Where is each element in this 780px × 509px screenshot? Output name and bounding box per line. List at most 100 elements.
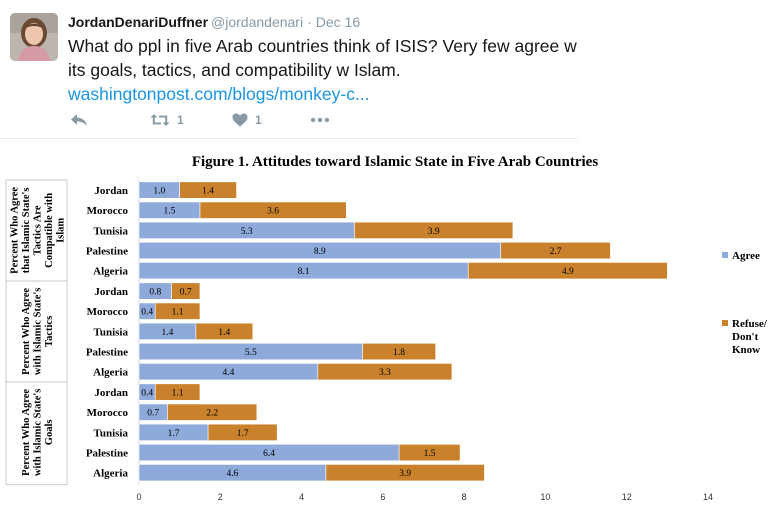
legend-label-1-1: Don't bbox=[732, 331, 759, 343]
category-label-1-jordan: Jordan bbox=[94, 286, 128, 298]
chart-figure: Figure 1. Attitudes toward Islamic State… bbox=[0, 140, 780, 509]
value-label-0-tunisia-refuse: 3.9 bbox=[428, 227, 440, 237]
more-button[interactable] bbox=[310, 110, 330, 130]
category-label-2-tunisia: Tunisia bbox=[94, 427, 129, 439]
tweet-body: What do ppl in five Arab countries think… bbox=[68, 36, 577, 80]
category-label-0-tunisia: Tunisia bbox=[94, 225, 129, 237]
value-label-1-jordan-agree: 0.8 bbox=[149, 288, 161, 298]
bar-2-algeria-refuse bbox=[325, 464, 485, 482]
value-label-1-morocco-agree: 0.4 bbox=[141, 308, 153, 318]
category-label-1-morocco: Morocco bbox=[87, 306, 129, 318]
value-label-2-morocco-agree: 0.7 bbox=[147, 409, 159, 419]
tweet-divider bbox=[0, 138, 578, 139]
like-button[interactable]: 1 bbox=[232, 110, 262, 130]
bar-1-tunisia-refuse bbox=[195, 322, 254, 340]
legend-swatch-1 bbox=[722, 320, 728, 326]
group-label-1-line-2: Tactics bbox=[44, 316, 55, 347]
group-label-0-line-1: that Islamic State's bbox=[21, 188, 32, 274]
bar-0-jordan-refuse bbox=[179, 181, 237, 199]
value-label-1-tunisia-agree: 1.4 bbox=[162, 328, 174, 338]
bar-0-palestine-refuse bbox=[500, 241, 611, 260]
tweet-link[interactable]: washingtonpost.com/blogs/monkey-c... bbox=[68, 84, 370, 104]
bar-1-palestine-refuse bbox=[362, 342, 436, 361]
x-tick-label-2: 2 bbox=[218, 492, 223, 502]
category-label-0-palestine: Palestine bbox=[86, 246, 128, 258]
display-name[interactable]: JordanDenariDuffner bbox=[68, 14, 209, 30]
group-label-0-line-4: Islam bbox=[56, 218, 67, 243]
group-label-1-line-1: with Islamic State's bbox=[33, 288, 44, 376]
category-label-0-jordan: Jordan bbox=[94, 185, 128, 197]
more-dots-icon bbox=[310, 117, 330, 123]
x-tick-label-6: 6 bbox=[380, 492, 385, 502]
value-label-2-tunisia-refuse: 1.7 bbox=[237, 429, 249, 439]
reply-button[interactable] bbox=[70, 110, 88, 130]
x-tick-label-10: 10 bbox=[540, 492, 550, 502]
category-label-0-algeria: Algeria bbox=[93, 266, 128, 278]
value-label-1-palestine-refuse: 1.8 bbox=[393, 348, 405, 358]
value-label-2-algeria-agree: 4.6 bbox=[227, 469, 239, 479]
value-label-0-morocco-agree: 1.5 bbox=[164, 207, 176, 217]
bar-0-algeria-refuse bbox=[467, 262, 668, 280]
heart-icon bbox=[232, 113, 248, 127]
tweet-date[interactable]: Dec 16 bbox=[315, 14, 361, 30]
value-label-2-jordan-agree: 0.4 bbox=[141, 389, 153, 399]
category-label-2-morocco: Morocco bbox=[87, 407, 129, 419]
bar-2-palestine-refuse bbox=[398, 443, 461, 462]
bar-1-jordan-refuse bbox=[171, 282, 201, 300]
value-label-2-algeria-refuse: 3.9 bbox=[399, 469, 411, 479]
avatar[interactable] bbox=[10, 13, 58, 61]
value-label-2-tunisia-agree: 1.7 bbox=[168, 429, 180, 439]
value-label-2-morocco-refuse: 2.2 bbox=[206, 409, 218, 419]
value-label-0-palestine-refuse: 2.7 bbox=[550, 247, 562, 257]
bar-2-tunisia-refuse bbox=[207, 423, 278, 441]
category-label-2-palestine: Palestine bbox=[86, 448, 128, 460]
value-label-0-algeria-agree: 8.1 bbox=[298, 267, 310, 277]
value-label-0-jordan-agree: 1.0 bbox=[153, 187, 165, 197]
value-label-0-tunisia-agree: 5.3 bbox=[241, 227, 253, 237]
x-tick-label-12: 12 bbox=[622, 492, 632, 502]
legend-label-1-0: Refuse/ bbox=[732, 318, 768, 330]
bar-0-tunisia-refuse bbox=[354, 221, 514, 239]
value-label-1-jordan-refuse: 0.7 bbox=[180, 288, 192, 298]
value-label-1-algeria-refuse: 3.3 bbox=[379, 368, 391, 378]
x-tick-label-0: 0 bbox=[136, 492, 141, 502]
handle[interactable]: @jordandenari bbox=[211, 14, 304, 30]
group-label-0-line-3: Compatible with bbox=[44, 193, 55, 268]
group-label-0-line-0: Percent Who Agree bbox=[10, 187, 21, 274]
category-label-2-algeria: Algeria bbox=[93, 468, 128, 480]
category-label-1-palestine: Palestine bbox=[86, 347, 128, 359]
reply-icon bbox=[71, 114, 87, 126]
value-label-1-tunisia-refuse: 1.4 bbox=[218, 328, 230, 338]
group-label-1-line-0: Percent Who Agree bbox=[21, 288, 32, 375]
bar-0-morocco-refuse bbox=[199, 201, 347, 219]
retweet-button[interactable]: 1 bbox=[150, 110, 184, 130]
value-label-2-palestine-refuse: 1.5 bbox=[424, 449, 436, 459]
chart: Figure 1. Attitudes toward Islamic State… bbox=[5, 154, 768, 502]
value-label-0-jordan-refuse: 1.4 bbox=[202, 187, 214, 197]
value-label-1-palestine-agree: 5.5 bbox=[245, 348, 257, 358]
legend-label-1-2: Know bbox=[732, 344, 760, 356]
chart-title: Figure 1. Attitudes toward Islamic State… bbox=[192, 154, 599, 170]
like-count: 1 bbox=[255, 113, 262, 127]
category-label-1-tunisia: Tunisia bbox=[94, 326, 129, 338]
value-label-0-morocco-refuse: 3.6 bbox=[267, 207, 279, 217]
value-label-0-algeria-refuse: 4.9 bbox=[562, 267, 574, 277]
legend-swatch-0 bbox=[722, 252, 728, 258]
bar-2-morocco-refuse bbox=[167, 403, 258, 421]
value-label-2-jordan-refuse: 1.1 bbox=[172, 389, 184, 399]
retweet-icon bbox=[150, 114, 170, 126]
group-label-2-line-1: with Islamic State's bbox=[33, 389, 44, 477]
category-label-2-jordan: Jordan bbox=[94, 387, 128, 399]
tweet-text: What do ppl in five Arab countries think… bbox=[68, 34, 578, 106]
bar-1-morocco-refuse bbox=[154, 302, 201, 320]
value-label-0-palestine-agree: 8.9 bbox=[314, 247, 326, 257]
legend-label-0-0: Agree bbox=[732, 250, 760, 262]
value-label-1-morocco-refuse: 1.1 bbox=[172, 308, 184, 318]
x-tick-label-8: 8 bbox=[462, 492, 467, 502]
x-tick-label-14: 14 bbox=[703, 492, 713, 502]
tweet-header: JordanDenariDuffner @jordandenari · Dec 16 bbox=[68, 14, 360, 30]
tweet: JordanDenariDuffner @jordandenari · Dec 16 … bbox=[0, 0, 780, 140]
bar-2-jordan-refuse bbox=[154, 383, 201, 401]
retweet-count: 1 bbox=[177, 113, 184, 127]
bar-1-algeria-refuse bbox=[317, 363, 453, 381]
